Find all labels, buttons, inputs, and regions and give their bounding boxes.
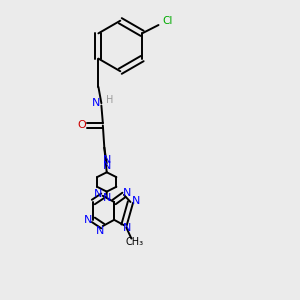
Text: N: N (103, 193, 111, 202)
Text: CH₃: CH₃ (125, 236, 143, 247)
Text: N: N (123, 188, 132, 197)
Text: N: N (92, 98, 100, 108)
Text: N: N (123, 223, 132, 233)
Text: H: H (106, 94, 113, 105)
Text: N: N (84, 215, 92, 225)
Text: N: N (94, 189, 102, 199)
Text: N: N (95, 226, 104, 236)
Text: N: N (103, 161, 111, 171)
Text: N: N (132, 196, 140, 206)
Text: N: N (103, 155, 111, 165)
Text: O: O (78, 121, 86, 130)
Text: Cl: Cl (162, 16, 172, 26)
